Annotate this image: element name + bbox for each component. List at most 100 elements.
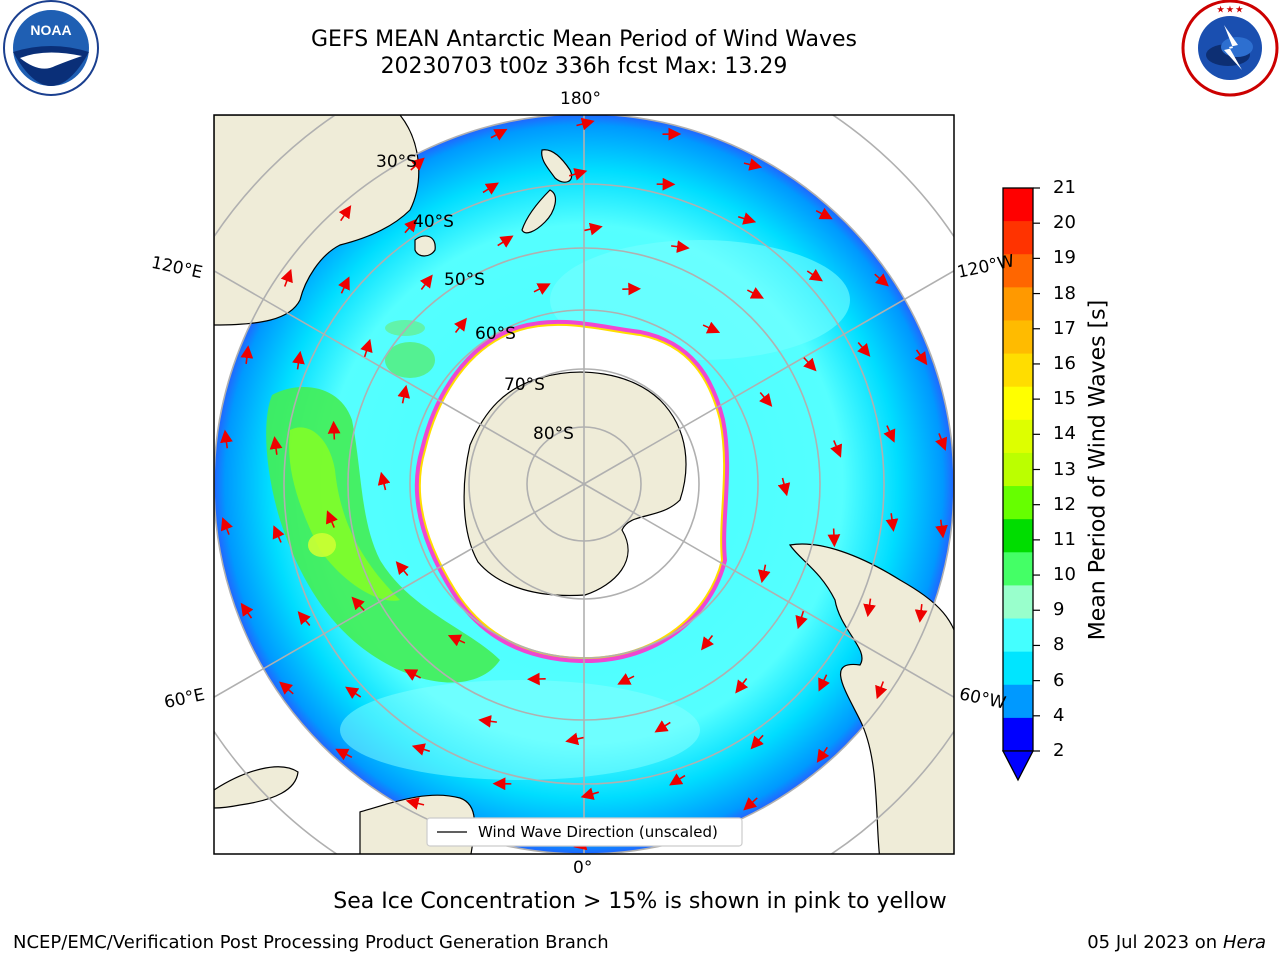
wind-wave-arrow (671, 240, 690, 253)
wind-wave-arrow (702, 321, 721, 334)
colorbar-tick-label: 11 (1053, 528, 1076, 550)
wind-wave-arrow (565, 732, 584, 746)
south-america-landmass (788, 543, 954, 854)
wind-wave-arrow (874, 273, 889, 287)
colorbar-segment (1003, 684, 1033, 719)
colorbar-segment (1003, 188, 1033, 222)
colorbar-tick-label: 12 (1053, 493, 1076, 515)
wind-wave-arrow (490, 128, 508, 141)
colorbar-tick-label: 16 (1053, 352, 1076, 374)
wind-wave-arrow (447, 634, 466, 647)
wind-wave-arrow (654, 720, 671, 733)
colorbar-segment (1003, 585, 1033, 620)
wind-wave-arrow (478, 715, 497, 728)
wind-wave-arrow (885, 513, 899, 532)
lon-label-180: 180° (560, 89, 601, 109)
colorbar-segment (1003, 618, 1033, 653)
wind-wave-arrow (292, 350, 305, 370)
colorbar-segment (1003, 452, 1033, 487)
wind-wave-arrow (830, 440, 842, 458)
wind-wave-arrow (777, 477, 791, 497)
wind-wave-arrow (454, 317, 467, 334)
colorbar-tick-label: 20 (1053, 212, 1076, 234)
wind-wave-arrow (240, 602, 254, 619)
wind-wave-arrow (863, 598, 876, 618)
colorbar-segment (1003, 320, 1033, 355)
noaa-logo: NOAA (0, 0, 104, 104)
wind-wave-arrow (576, 117, 595, 131)
lat-label-50s: 50°S (444, 270, 485, 290)
wind-wave-arrow (345, 686, 362, 700)
wind-wave-arrow (327, 420, 341, 440)
wind-wave-arrow (875, 681, 888, 700)
colorbar-segment (1003, 353, 1033, 388)
wind-wave-arrow (279, 681, 294, 695)
wind-wave-arrow (935, 433, 948, 451)
wind-wave-arrow (617, 673, 635, 685)
wind-wave-arrow (338, 276, 350, 294)
wind-wave-arrow (743, 797, 758, 811)
wind-wave-arrow (816, 746, 830, 763)
svg-text:NOAA: NOAA (30, 22, 71, 38)
lat-label-60s: 60°S (475, 324, 516, 344)
footer-host: Hera (1222, 932, 1266, 953)
sea-ice-caption: Sea Ice Concentration > 15% is shown in … (333, 889, 947, 914)
wind-wave-arrow (410, 157, 425, 171)
map-legend: Wind Wave Direction (unscaled) (426, 817, 743, 847)
colorbar-tick-label: 9 (1053, 599, 1065, 621)
colorbar-tick-label: 14 (1053, 423, 1076, 445)
lat-label-40s: 40°S (413, 212, 454, 232)
map-frame (213, 114, 955, 855)
colorbar-segment (1003, 287, 1033, 321)
colorbar-segment (1003, 221, 1033, 255)
wind-wave-arrow (351, 596, 365, 611)
wind-wave-arrow (419, 274, 433, 290)
wind-wave-arrow (240, 345, 254, 364)
wind-wave-arrow (580, 787, 599, 800)
wind-wave-arrow (272, 525, 285, 543)
wind-wave-arrow (280, 268, 293, 287)
wind-wave-arrow (497, 235, 514, 248)
colorbar-tick-label: 10 (1053, 564, 1076, 586)
wind-wave-arrow (269, 436, 283, 455)
wind-wave-arrow (815, 207, 833, 220)
lat-label-30s: 30°S (376, 152, 417, 172)
colorbar-segment (1003, 486, 1033, 520)
wind-wave-arrow (395, 561, 409, 577)
wind-wave-arrow (220, 517, 233, 535)
colorbar-segment (1003, 651, 1033, 686)
wind-wave-arrow (569, 168, 588, 181)
colorbar-segment (1003, 519, 1033, 553)
footer-branch: NCEP/EMC/Verification Post Processing Pr… (13, 932, 609, 953)
wind-wave-arrow (297, 611, 311, 626)
wind-wave-arrow (806, 268, 823, 282)
wind-wave-arrow (759, 391, 773, 407)
wind-wave-arrow (533, 283, 551, 295)
colorbar-tick-label: 19 (1053, 247, 1076, 269)
colorbar-tick-label: 6 (1053, 669, 1065, 691)
colorbar-tick-label: 17 (1053, 317, 1076, 339)
wind-wave-arrow (338, 205, 352, 222)
colorbar-tick-label: 8 (1053, 634, 1065, 656)
colorbar-label: Mean Period of Wind Waves [s] (1085, 299, 1111, 641)
wind-wave-arrow (335, 748, 353, 761)
colorbar-tick-label: 18 (1053, 282, 1076, 304)
wind-wave-arrow (883, 425, 896, 443)
graticule (214, 115, 954, 854)
wind-wave-arrow (405, 797, 425, 810)
colorbar-tick-label: 2 (1053, 740, 1065, 761)
footer-date: 05 Jul 2023 on Hera (1087, 932, 1266, 953)
wind-wave-arrow (795, 610, 808, 630)
wind-wave-arrow (914, 604, 928, 623)
wind-wave-arrow (735, 678, 749, 694)
colorbar-tick-label: 15 (1053, 388, 1076, 410)
footer-date-text: 05 Jul 2023 on (1087, 932, 1223, 953)
wind-wave-arrow (750, 734, 764, 750)
colorbar-extend-arrow (1001, 750, 1035, 782)
wind-wave-arrow (743, 158, 763, 171)
colorbar-tick-label: 4 (1053, 704, 1065, 726)
wind-wave-arrow (818, 674, 830, 692)
wind-wave-arrow (326, 510, 338, 528)
colorbar-tick-label: 13 (1053, 458, 1076, 480)
lat-label-70s: 70°S (504, 375, 545, 395)
